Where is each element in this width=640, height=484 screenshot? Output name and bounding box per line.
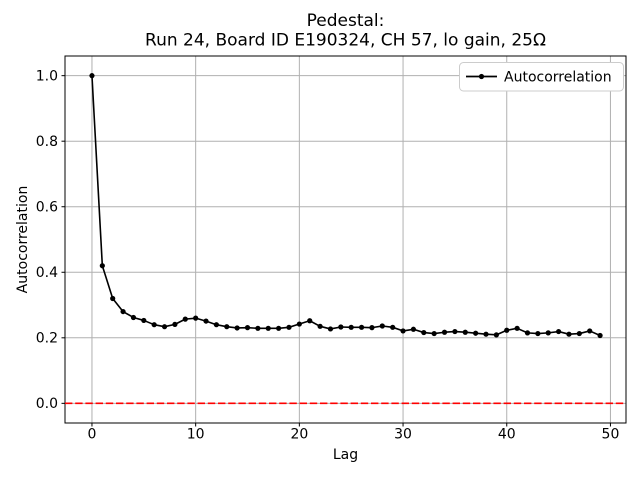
series-point [327, 326, 334, 332]
series-point [89, 73, 95, 79]
series-point [193, 315, 199, 321]
series-point [255, 325, 261, 331]
series-point [110, 295, 116, 302]
series-point [130, 314, 137, 321]
series-point [213, 322, 219, 328]
series-point [597, 332, 603, 339]
x-tick-label: 40 [498, 427, 516, 443]
series-point [141, 317, 147, 324]
legend: Autocorrelation [459, 62, 624, 92]
x-axis-label: Lag [333, 447, 358, 463]
legend-box [459, 62, 624, 92]
series-point [483, 331, 489, 337]
y-tick-label: 0.0 [36, 396, 58, 412]
series-point [431, 330, 437, 337]
series-point [296, 321, 302, 327]
series-point [120, 308, 126, 315]
series-point [390, 324, 396, 330]
series-point [545, 330, 551, 336]
series-point [587, 328, 593, 334]
series-point [307, 318, 313, 324]
legend-marker-sample [478, 73, 485, 80]
plot-frame [64, 55, 627, 424]
series-point [286, 324, 292, 330]
series-point [234, 325, 240, 331]
series-point [504, 327, 510, 333]
series-point [493, 332, 499, 338]
series-point [172, 321, 178, 327]
series-point [369, 325, 375, 331]
series-point [473, 330, 479, 336]
series-point [317, 323, 323, 329]
series-point [265, 325, 271, 331]
series-point [348, 324, 354, 330]
y-axis-label: Autocorrelation [15, 186, 31, 294]
series-point [182, 316, 188, 322]
series-point [224, 324, 230, 330]
series-point [462, 329, 468, 335]
grid [65, 56, 626, 423]
series-line [91, 75, 601, 337]
series-point [400, 328, 406, 334]
x-tick-label: 20 [290, 427, 308, 443]
series-point [576, 330, 582, 337]
axis-ticks [61, 75, 611, 427]
series-point [203, 318, 209, 324]
series-point [358, 324, 365, 330]
series-point [555, 328, 562, 335]
y-tick-label: 0.2 [36, 331, 58, 347]
series-point [161, 324, 168, 330]
y-tick-label: 0.8 [36, 134, 58, 150]
x-tick-label: 10 [187, 427, 205, 443]
series-point [379, 323, 385, 329]
series-point [535, 330, 541, 337]
chart-title-line1: Pedestal: [307, 11, 385, 31]
y-tick-label: 1.0 [36, 68, 58, 84]
series-point [566, 331, 572, 337]
chart-title-line2: Run 24, Board ID E190324, CH 57, lo gain… [145, 31, 546, 51]
series-point [514, 325, 520, 331]
y-tick-label: 0.4 [36, 265, 58, 281]
series-point [99, 263, 105, 269]
series-point [421, 329, 427, 336]
series-point [410, 326, 417, 332]
series-point [276, 325, 282, 331]
series-point [338, 324, 344, 330]
series-point [244, 325, 251, 331]
tick-labels: 0 10 20 30 40 50 0.0 0.2 0.4 0.6 0.8 1.0 [36, 68, 620, 442]
autocorrelation-series [89, 73, 603, 339]
legend-label: Autocorrelation [504, 69, 612, 85]
y-tick-label: 0.6 [36, 200, 58, 216]
series-point [441, 329, 448, 335]
x-tick-label: 50 [602, 427, 620, 443]
x-tick-label: 30 [394, 427, 412, 443]
series-point [452, 328, 458, 335]
x-tick-label: 0 [88, 427, 97, 443]
series-point [524, 330, 531, 336]
series-point [151, 322, 157, 328]
